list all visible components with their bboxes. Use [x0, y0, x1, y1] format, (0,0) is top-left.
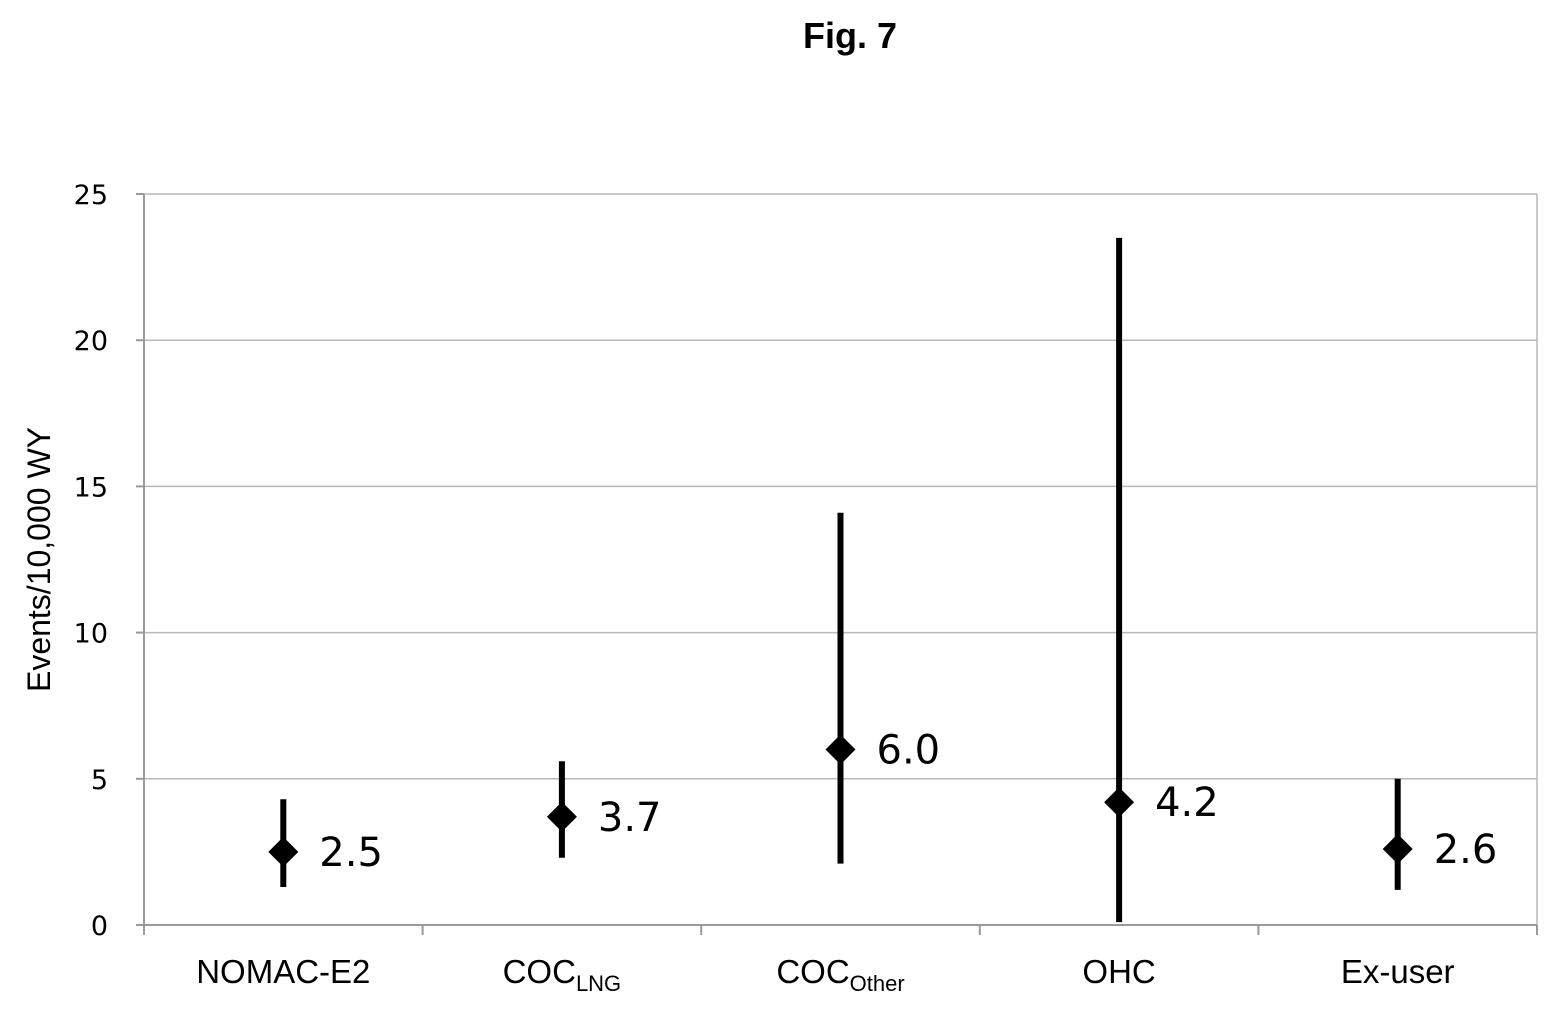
- x-tick-label-2: COCOther: [776, 953, 904, 996]
- y-axis-title: Events/10,000 WY: [21, 427, 57, 692]
- data-point-4: [1382, 833, 1413, 864]
- data-label-0: 2.5: [319, 830, 383, 876]
- data-label-2: 6.0: [877, 728, 941, 774]
- y-tick-label-5: 25: [74, 180, 108, 211]
- data-label-4: 2.6: [1434, 827, 1498, 873]
- x-tick-label-1: COCLNG: [503, 953, 622, 996]
- y-tick-label-0: 0: [91, 911, 108, 942]
- figure-title: Fig. 7: [803, 15, 897, 56]
- x-tick-label-0: NOMAC-E2: [196, 953, 370, 990]
- x-tick-label-4: Ex-user: [1341, 953, 1455, 990]
- data-label-3: 4.2: [1155, 780, 1219, 826]
- y-tick-label-2: 10: [74, 619, 108, 650]
- data-point-0: [268, 836, 299, 867]
- y-tick-label-1: 5: [91, 765, 108, 796]
- y-tick-label-4: 20: [74, 326, 108, 357]
- data-point-3: [1104, 787, 1135, 818]
- x-tick-label-3: OHC: [1082, 953, 1155, 990]
- y-tick-label-3: 15: [74, 472, 108, 503]
- plot-area: 0 5 10 15 20 25 NOMAC-E2 COCLNG COCOther OHC Ex-us…: [21, 180, 1538, 996]
- data-point-2: [825, 734, 856, 765]
- data-label-1: 3.7: [598, 795, 662, 841]
- data-point-1: [546, 801, 577, 832]
